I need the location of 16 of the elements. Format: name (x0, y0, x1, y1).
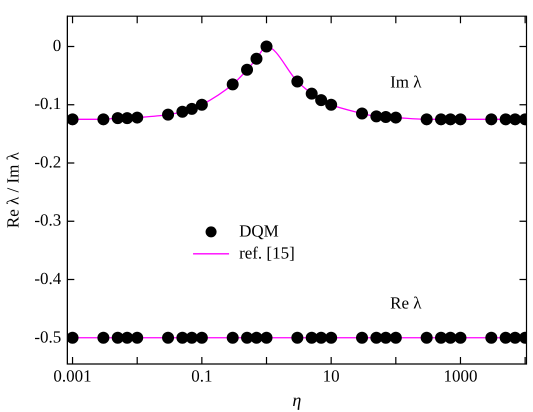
x-tick-label: 0.1 (191, 366, 212, 386)
y-tick-label: -0.1 (34, 94, 62, 114)
x-tick-label: 1000 (443, 366, 478, 386)
legend-label: ref. [15] (239, 243, 295, 262)
y-tick-label: -0.5 (34, 327, 62, 346)
annotation: Im λ (390, 72, 422, 92)
y-axis-title: Re λ / Im λ (4, 151, 23, 228)
y-tick-label: 0 (52, 36, 62, 55)
x-axis-title: η (292, 390, 302, 410)
y-tick-label: -0.3 (34, 210, 62, 230)
legend-label: DQM (239, 221, 279, 240)
y-tick-label: -0.2 (34, 152, 62, 172)
x-tick-label: 0.001 (53, 366, 92, 386)
annotation: Re λ (390, 293, 422, 312)
x-tick-label: 10 (322, 366, 340, 386)
y-tick-label: -0.4 (34, 268, 62, 288)
